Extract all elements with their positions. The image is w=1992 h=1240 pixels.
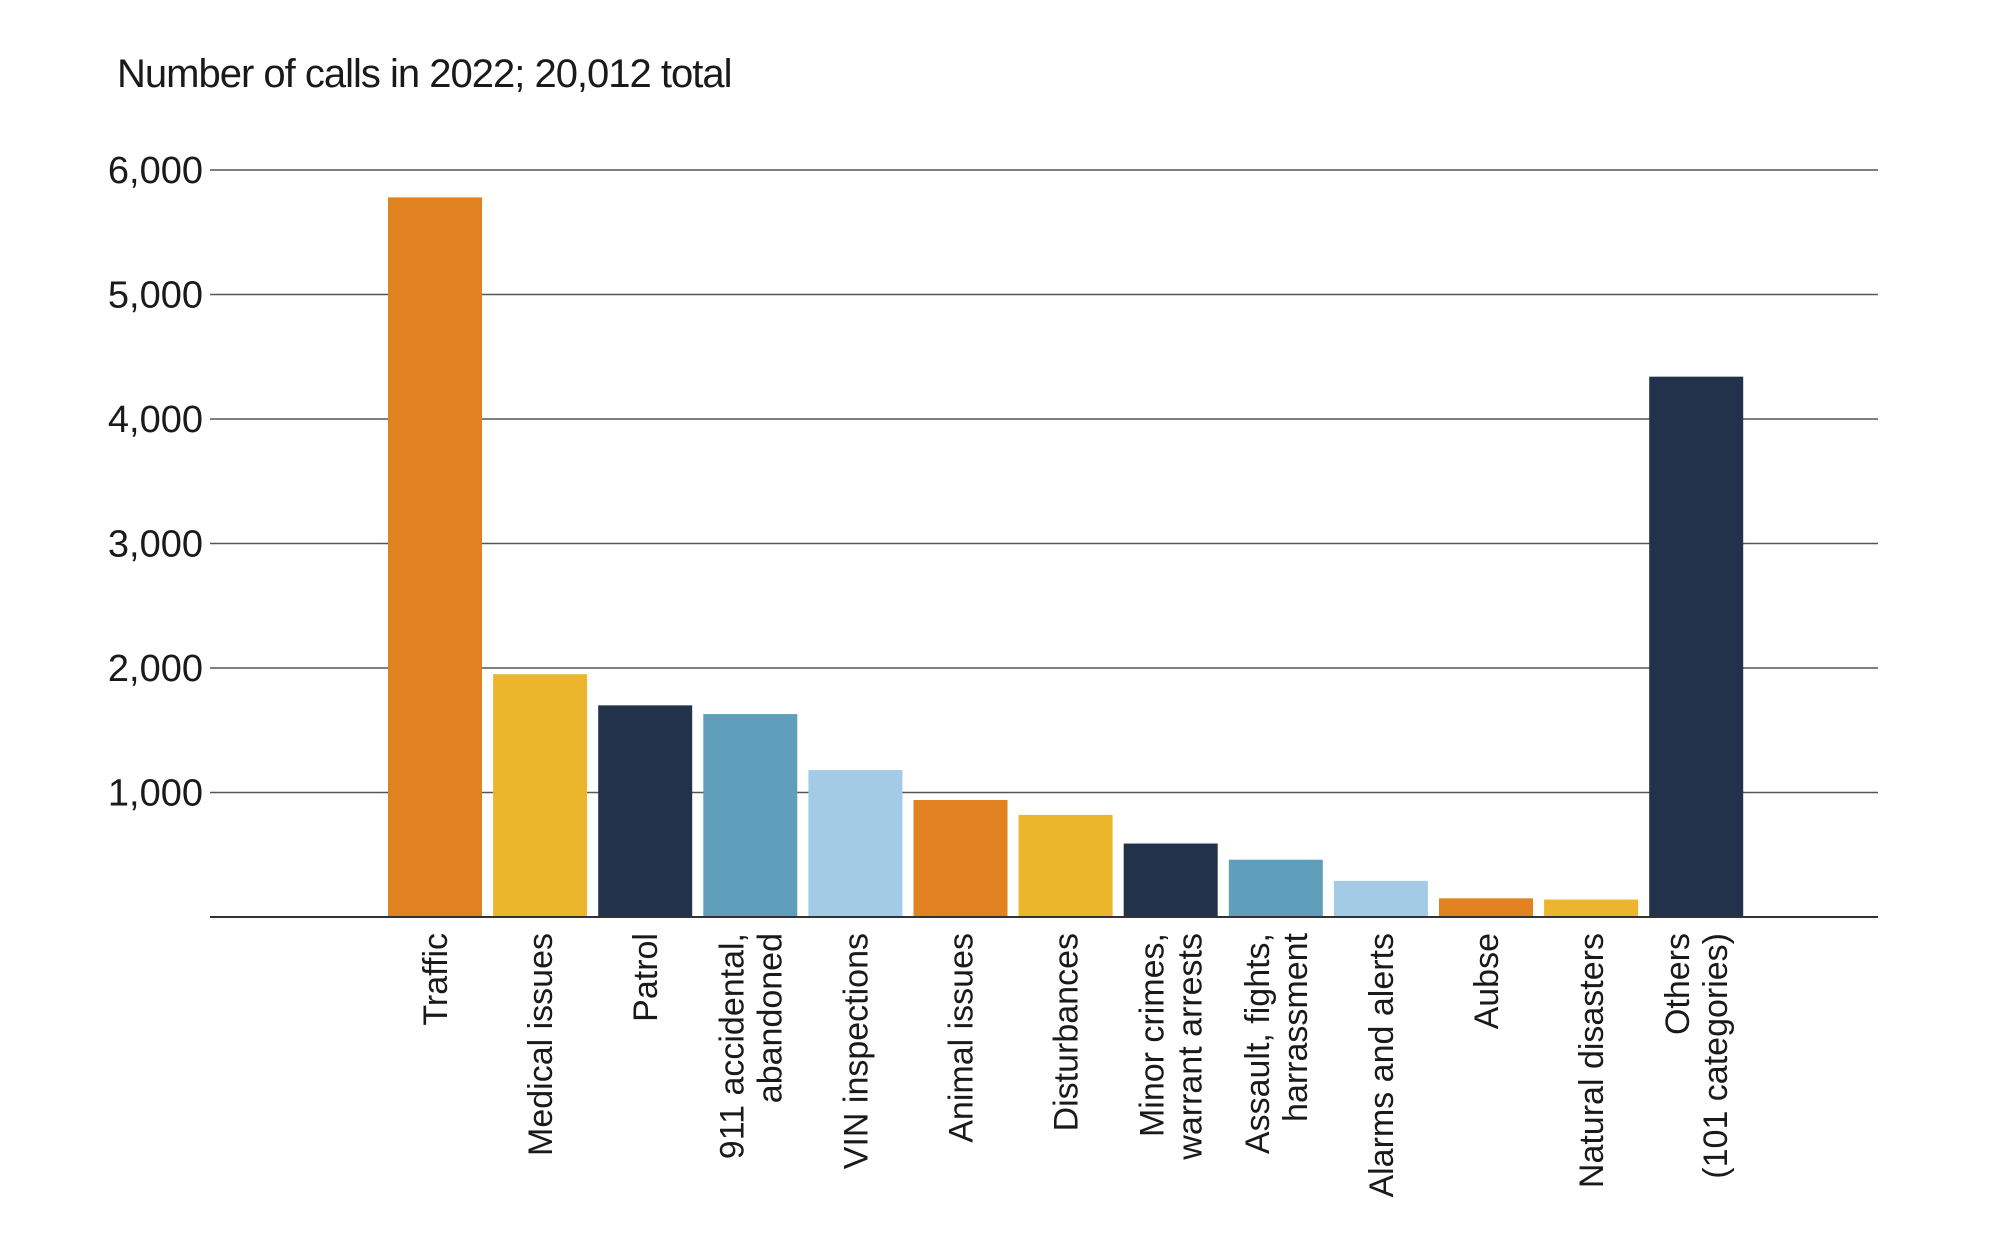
bar	[913, 799, 1008, 917]
x-category-label: Disturbances	[1048, 933, 1086, 1131]
x-category-label: Animal issues	[943, 933, 981, 1143]
y-tick-label: 2,000	[108, 648, 203, 690]
chart-title: Number of calls in 2022; 20,012 total	[117, 52, 733, 96]
x-category-label: Minor crimes,warrant arrests	[1134, 933, 1210, 1161]
bar	[808, 770, 903, 917]
bar	[1228, 859, 1323, 917]
x-category-label: Medical issues	[522, 933, 560, 1156]
y-tick-label: 3,000	[108, 524, 203, 566]
bar	[493, 674, 588, 917]
bar	[598, 705, 693, 917]
bar	[1123, 843, 1218, 917]
bar	[1544, 899, 1639, 917]
y-tick-label: 6,000	[108, 150, 203, 192]
x-category-label: Aubse	[1468, 933, 1506, 1029]
x-category-label: VIN inspections	[837, 933, 875, 1169]
x-category-label: Assault, fights,harrassment	[1239, 932, 1315, 1154]
x-category-label: Natural disasters	[1573, 933, 1611, 1188]
x-category-label: Alarms and alerts	[1363, 933, 1401, 1198]
bar	[1333, 880, 1428, 917]
y-tick-label: 5,000	[108, 275, 203, 317]
x-category-label: Traffic	[417, 933, 455, 1026]
bar	[703, 714, 798, 917]
y-tick-label: 1,000	[108, 773, 203, 815]
bars	[388, 197, 1744, 917]
y-axis-ticks: 1,000 2,000 3,000 4,000 5,000 6,000	[108, 150, 203, 815]
x-category-label: 911 accidental,abandoned	[713, 933, 789, 1159]
y-tick-label: 4,000	[108, 399, 203, 441]
x-category-label: Patrol	[627, 933, 665, 1022]
grid-lines	[210, 169, 1878, 794]
bar	[1018, 814, 1113, 917]
bar	[1439, 898, 1533, 917]
bar	[388, 197, 482, 917]
x-axis-labels: Traffic Medical issues Patrol 911 accidenta…	[417, 932, 1735, 1197]
bar	[1649, 376, 1744, 917]
x-category-label: Others(101 categories)	[1659, 933, 1735, 1179]
